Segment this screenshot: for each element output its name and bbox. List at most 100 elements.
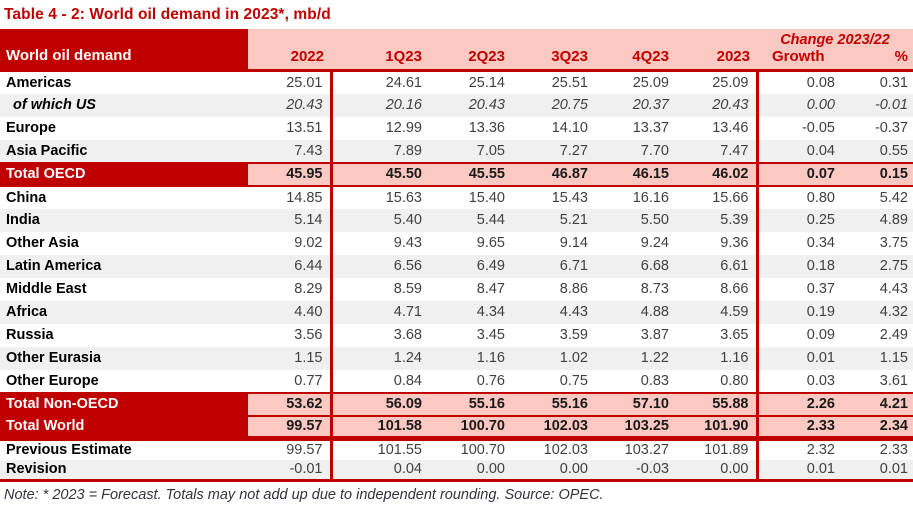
header-row-columns: 2022 1Q23 2Q23 3Q23 4Q23 2023 Growth % [0,48,913,72]
row-label: Total Non-OECD [0,391,248,417]
value-cell: 45.55 [429,161,512,187]
header-spacer [248,29,331,48]
value-cell: 13.46 [676,116,759,140]
value-cell: 1.02 [512,346,595,370]
value-cell: 0.18 [757,254,842,278]
row-label: Total OECD [0,161,248,187]
value-cell: 6.68 [595,254,676,278]
value-cell: 0.08 [806,74,835,91]
value-cell: 3.87 [640,327,669,343]
value-cell: 13.36 [468,120,505,136]
value-cell: 5.40 [331,208,429,232]
value-cell: 46.15 [595,161,676,187]
table-row: Europe 13.51 12.99 13.36 14.10 13.37 13.46 -0.0… [0,116,913,140]
header-spacer [331,29,429,48]
table-row: Previous Estimate 99.57 101.55 100.70 102.03… [0,438,913,460]
value-cell: 9.24 [640,235,669,251]
value-cell: 4.21 [842,391,913,417]
value-cell: 7.47 [676,139,759,163]
value-cell: 2.26 [757,391,842,417]
header-spacer [512,29,595,48]
value-cell: 0.15 [842,161,913,187]
value-cell: 45.50 [331,161,429,187]
value-cell: 0.37 [806,281,835,297]
value-cell: 24.61 [385,74,422,91]
value-cell: 0.55 [842,139,913,163]
value-cell: 101.55 [377,442,422,459]
value-cell: 3.68 [393,327,422,343]
header-spacer [429,29,512,48]
value-cell: 3.61 [879,372,908,389]
value-cell: 4.34 [429,300,512,324]
value-cell: 99.57 [248,414,333,441]
value-cell: 0.04 [331,459,429,482]
value-cell: 9.65 [476,235,505,251]
value-cell: 5.44 [429,208,512,232]
value-cell: 2.33 [757,414,842,441]
header-col-1q23: 1Q23 [331,48,429,72]
table-row: Other Eurasia 1.15 1.24 1.16 1.02 1.22 1.16 0.0… [0,346,913,370]
value-cell: 3.56 [248,323,333,347]
row-label: Europe [6,120,56,136]
row-label: Russia [6,327,54,343]
table-footnote: Note: * 2023 = Forecast. Totals may not … [4,487,604,503]
row-label: Latin America [0,254,248,278]
value-cell: 0.80 [806,189,835,206]
value-cell: 2.75 [842,254,913,278]
table-body: Americas 25.01 24.61 25.14 25.51 25.09 25.09 0.… [0,70,913,482]
row-label: Other Asia [6,235,79,251]
value-cell: 9.36 [676,231,759,255]
value-cell: 8.86 [559,281,588,297]
value-cell: 25.51 [551,74,588,91]
value-cell: 4.43 [879,281,908,297]
value-cell: 0.04 [757,139,842,163]
value-cell: -0.01 [248,459,333,482]
value-cell: 5.50 [595,208,676,232]
value-cell: 20.37 [595,93,676,117]
value-cell: 0.03 [806,372,835,389]
value-cell: 0.19 [757,300,842,324]
row-label: Other Eurasia [0,346,248,370]
value-cell: 6.56 [331,254,429,278]
table-row: China 14.85 15.63 15.40 15.43 16.16 15.66 0.80 5… [0,185,913,209]
table-row: Americas 25.01 24.61 25.14 25.51 25.09 25.09 0.… [0,70,913,94]
value-cell: 102.03 [543,442,588,459]
table-row: Other Europe 0.77 0.84 0.76 0.75 0.83 0.80 0.03… [0,369,913,393]
value-cell: 14.85 [248,185,333,209]
row-label: Total World [0,414,248,441]
value-cell: 0.25 [757,208,842,232]
value-cell: 0.34 [806,235,835,251]
value-cell: 7.05 [429,139,512,163]
header-spacer [676,29,757,48]
row-label: India [0,208,248,232]
value-cell: -0.05 [801,120,835,136]
value-cell: 1.16 [676,346,759,370]
value-cell: 2.32 [806,442,835,459]
table-row: Total OECD 45.95 45.50 45.55 46.87 46.15 46.02… [0,161,913,187]
value-cell: 7.27 [512,139,595,163]
value-cell: -0.03 [595,459,676,482]
value-cell: 100.70 [429,414,512,441]
table-row: Africa 4.40 4.71 4.34 4.43 4.88 4.59 0.19 4.32 [0,300,913,324]
value-cell: 5.14 [248,208,333,232]
value-cell: 9.02 [248,231,333,255]
row-label: Previous Estimate [6,442,132,459]
header-col-3q23: 3Q23 [512,48,595,72]
table-row: of which US 20.43 20.16 20.43 20.75 20.37 20.4… [0,93,913,117]
value-cell: 103.25 [595,414,676,441]
value-cell: 5.42 [879,189,908,206]
header-change-2023-22: Change 2023/22 [757,29,913,48]
value-cell: 3.59 [559,327,588,343]
value-cell: 0.83 [640,372,669,389]
table-header: World oil demand Change 2023/22 2022 1Q2… [0,29,913,72]
row-label: Other Europe [6,372,99,389]
value-cell: 101.58 [331,414,429,441]
value-cell: 25.09 [676,70,759,94]
row-label: Asia Pacific [0,139,248,163]
value-cell: 101.90 [676,414,759,441]
value-cell: 55.16 [429,391,512,417]
value-cell: 0.84 [393,372,422,389]
table-row: Other Asia 9.02 9.43 9.65 9.14 9.24 9.36 0.34 3.… [0,231,913,255]
value-cell: 20.43 [248,93,333,117]
